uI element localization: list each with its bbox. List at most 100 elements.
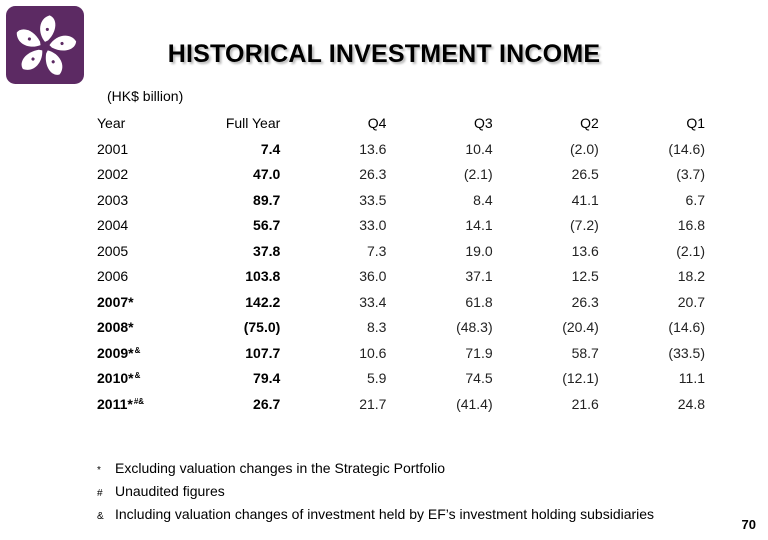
- footnote-item: # Unaudited figures: [97, 481, 654, 504]
- cell-q1: (33.5): [668, 344, 705, 361]
- cell-q2: (2.0): [570, 140, 599, 157]
- cell-q4: 26.3: [359, 166, 387, 183]
- cell-q2: 26.3: [571, 293, 599, 310]
- year-label: 2005: [97, 242, 129, 259]
- cell-full-year: 47.0: [253, 166, 281, 183]
- cell-q4: 10.6: [359, 344, 387, 361]
- year-label: 2008*: [97, 319, 134, 336]
- cell-q4: 33.5: [359, 191, 387, 208]
- table-row: 2001 7.4 13.6 10.4 (2.0) (14.6): [97, 136, 705, 162]
- cell-q3: 37.1: [465, 268, 493, 285]
- cell-q2: 58.7: [571, 344, 599, 361]
- year-label: 2007*: [97, 293, 134, 310]
- table-row: 2011*#& 26.7 21.7 (41.4) 21.6 24.8: [97, 391, 705, 417]
- cell-q3: 71.9: [465, 344, 493, 361]
- cell-full-year: 107.7: [245, 344, 281, 361]
- cell-q3: (2.1): [463, 166, 493, 183]
- table-row: 2006 103.8 36.0 37.1 12.5 18.2: [97, 264, 705, 290]
- column-header-full-year: Full Year: [225, 115, 281, 131]
- footnote-symbol: *: [97, 465, 101, 476]
- cell-q4: 5.9: [367, 370, 387, 387]
- cell-q3: 14.1: [465, 217, 493, 234]
- cell-q4: 33.4: [359, 293, 387, 310]
- footnotes: * Excluding valuation changes in the Str…: [97, 458, 654, 527]
- cell-full-year: 79.4: [253, 370, 281, 387]
- cell-q3: 8.4: [473, 191, 493, 208]
- year-label: 2004: [97, 217, 129, 234]
- table-header-row: Year Full Year Q4 Q3 Q2 Q1: [97, 110, 705, 136]
- unit-label: (HK$ billion): [107, 88, 184, 104]
- footnote-symbol: &: [97, 511, 104, 522]
- cell-q3: 74.5: [465, 370, 493, 387]
- cell-q2: 41.1: [571, 191, 599, 208]
- footnote-marker: #&: [133, 396, 145, 406]
- cell-q2: (20.4): [562, 319, 599, 336]
- footnote-item: & Including valuation changes of investm…: [97, 504, 654, 527]
- cell-q1: 6.7: [685, 191, 705, 208]
- footnote-marker: &: [134, 345, 141, 355]
- cell-q1: 24.8: [677, 395, 705, 412]
- cell-full-year: 142.2: [245, 293, 281, 310]
- cell-year: 2002: [97, 162, 193, 188]
- cell-full-year: 7.4: [260, 140, 281, 157]
- cell-q1: (2.1): [676, 242, 705, 259]
- footnote-marker: &: [134, 371, 141, 381]
- cell-year: 2005: [97, 238, 193, 264]
- cell-full-year: 56.7: [253, 217, 281, 234]
- cell-q2: (12.1): [562, 370, 599, 387]
- table-row: 2004 56.7 33.0 14.1 (7.2) 16.8: [97, 213, 705, 239]
- cell-q1: (3.7): [676, 166, 705, 183]
- table-row: 2002 47.0 26.3 (2.1) 26.5 (3.7): [97, 162, 705, 188]
- table-row: 2008* (75.0) 8.3 (48.3) (20.4) (14.6): [97, 315, 705, 341]
- year-label: 2009*: [97, 344, 134, 361]
- cell-year: 2010*&: [97, 366, 193, 392]
- cell-q3: 19.0: [465, 242, 493, 259]
- cell-q4: 21.7: [359, 395, 387, 412]
- cell-q2: (7.2): [570, 217, 599, 234]
- cell-q4: 7.3: [367, 242, 387, 259]
- cell-year: 2006: [97, 264, 193, 290]
- cell-full-year: 26.7: [253, 395, 281, 412]
- cell-q3: 10.4: [465, 140, 493, 157]
- cell-q2: 21.6: [571, 395, 599, 412]
- cell-q2: 26.5: [571, 166, 599, 183]
- cell-q1: 20.7: [677, 293, 705, 310]
- page-title: HISTORICAL INVESTMENT INCOME: [167, 40, 601, 68]
- year-label: 2003: [97, 191, 129, 208]
- cell-q4: 36.0: [359, 268, 387, 285]
- column-header-q1: Q1: [686, 115, 705, 131]
- cell-q4: 8.3: [367, 319, 387, 336]
- year-label: 2010*: [97, 370, 134, 387]
- year-label: 2002: [97, 166, 129, 183]
- investment-income-table: Year Full Year Q4 Q3 Q2 Q1 2001 7.4 13.6 10…: [97, 110, 705, 417]
- cell-q3: (41.4): [456, 395, 493, 412]
- table-row: 2005 37.8 7.3 19.0 13.6 (2.1): [97, 238, 705, 264]
- page-number: 70: [741, 517, 756, 532]
- footnote-item: * Excluding valuation changes in the Str…: [97, 458, 654, 481]
- table-row: 2003 89.7 33.5 8.4 41.1 6.7: [97, 187, 705, 213]
- cell-q3: 61.8: [465, 293, 493, 310]
- table-row: 2007* 142.2 33.4 61.8 26.3 20.7: [97, 289, 705, 315]
- cell-q4: 33.0: [359, 217, 387, 234]
- cell-q1: 11.1: [678, 370, 705, 387]
- cell-q3: (48.3): [456, 319, 493, 336]
- column-header-q4: Q4: [367, 115, 387, 131]
- footnote-text: Excluding valuation changes in the Strat…: [115, 460, 445, 476]
- cell-q2: 13.6: [571, 242, 599, 259]
- cell-q2: 12.5: [571, 268, 599, 285]
- cell-q4: 13.6: [359, 140, 387, 157]
- year-label: 2006: [97, 268, 129, 285]
- cell-q1: (14.6): [668, 140, 705, 157]
- cell-year: 2004: [97, 213, 193, 239]
- cell-year: 2011*#&: [97, 391, 193, 417]
- column-header-q3: Q3: [473, 115, 493, 131]
- cell-year: 2008*: [97, 315, 193, 341]
- column-header-year: Year: [97, 115, 126, 131]
- cell-q1: (14.6): [668, 319, 705, 336]
- footnote-text: Unaudited figures: [115, 483, 225, 499]
- cell-full-year: 89.7: [253, 191, 281, 208]
- table-row: 2009*& 107.7 10.6 71.9 58.7 (33.5): [97, 340, 705, 366]
- bauhinia-flower-logo-icon: [6, 6, 84, 84]
- cell-year: 2009*&: [97, 340, 193, 366]
- year-label: 2011*: [97, 395, 133, 412]
